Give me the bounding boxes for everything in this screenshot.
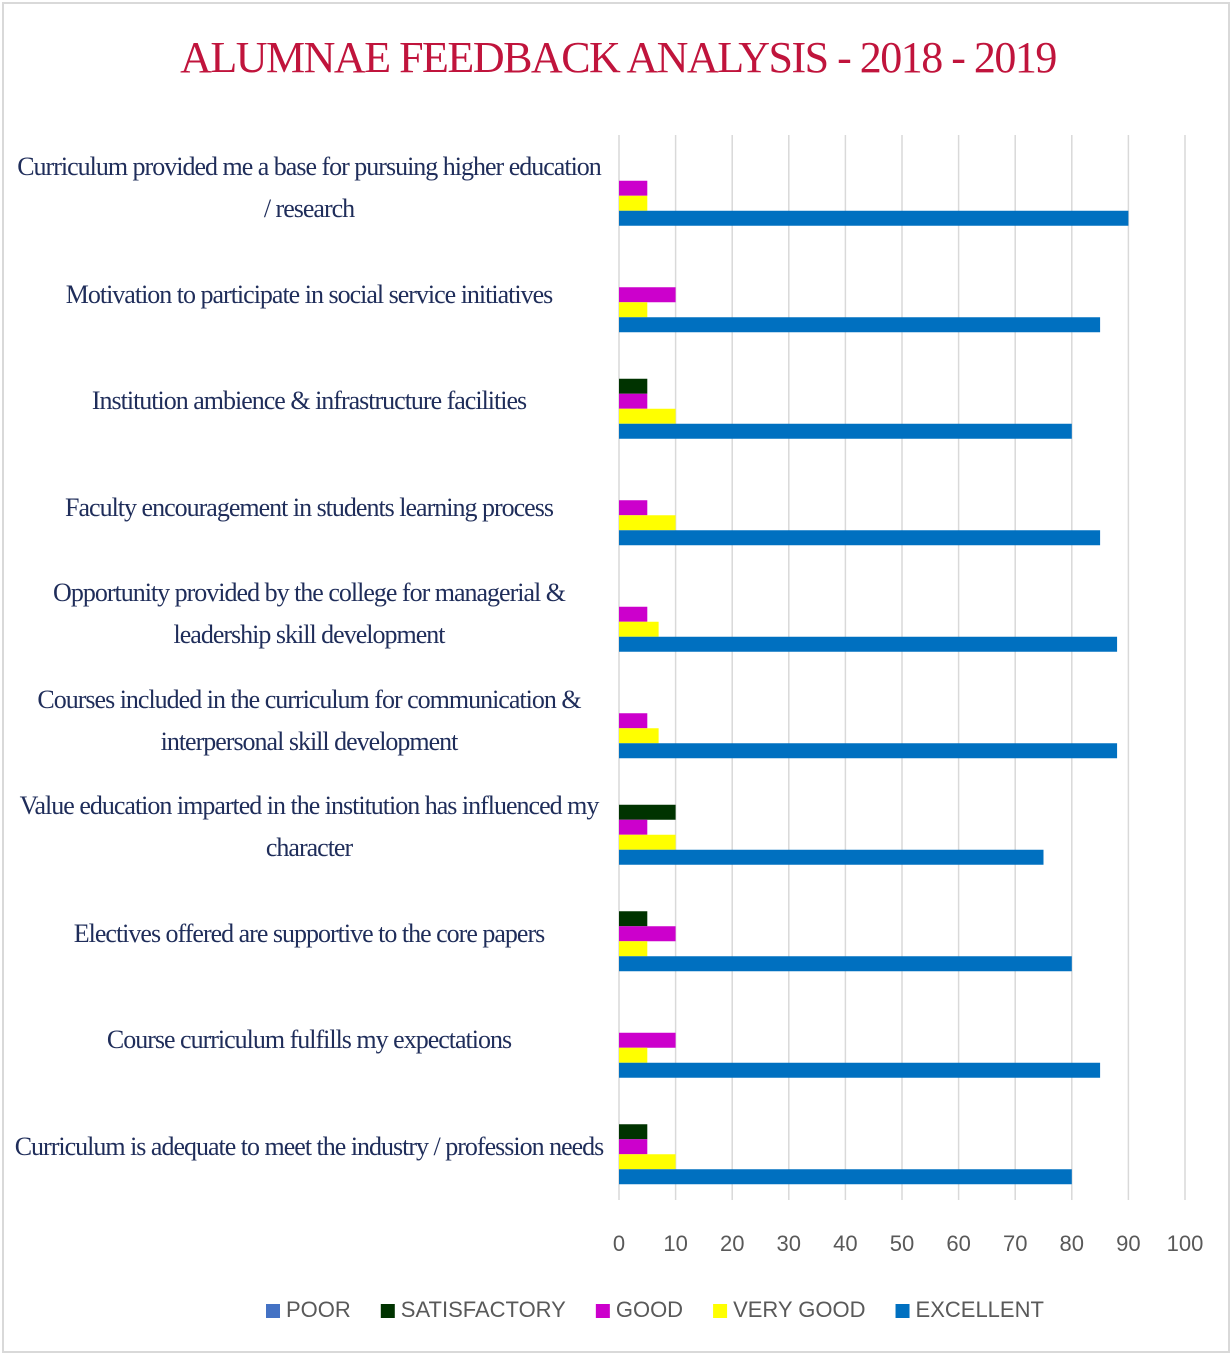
category-label: Curriculum is adequate to meet the indus… xyxy=(14,1131,605,1161)
bar xyxy=(619,606,648,622)
x-tick-label: 80 xyxy=(1060,1231,1084,1256)
bar xyxy=(619,210,1129,226)
bar xyxy=(619,408,676,424)
bar xyxy=(619,317,1101,333)
bar xyxy=(619,530,1101,546)
bar xyxy=(619,941,648,957)
bar xyxy=(619,515,676,531)
bar xyxy=(619,378,648,394)
category-label: Course curriculum fulfills my expectatio… xyxy=(106,1025,512,1055)
bar xyxy=(619,911,648,927)
category-label: Institution ambience & infrastructure fa… xyxy=(91,386,527,416)
bar xyxy=(619,713,648,729)
category-label: Curriculum provided me a base for pursui… xyxy=(17,152,602,224)
bar xyxy=(619,1062,1101,1078)
bar xyxy=(619,287,676,303)
category-label: Courses included in the curriculum for c… xyxy=(37,684,581,756)
bar xyxy=(619,819,648,835)
bar xyxy=(619,834,676,850)
category-label: Value education imparted in the institut… xyxy=(19,791,600,863)
category-label: Opportunity provided by the college for … xyxy=(53,578,566,650)
bar xyxy=(619,728,659,744)
bar xyxy=(619,180,648,196)
bar xyxy=(619,500,648,516)
x-tick-label: 70 xyxy=(1003,1231,1027,1256)
legend-label: EXCELLENT xyxy=(916,1297,1044,1322)
legend-swatch xyxy=(380,1304,395,1318)
x-tick-label: 20 xyxy=(720,1231,744,1256)
bar xyxy=(619,195,648,211)
bar xyxy=(619,926,676,942)
x-tick-label: 10 xyxy=(663,1231,687,1256)
legend-label: GOOD xyxy=(616,1297,683,1322)
bar xyxy=(619,1154,676,1170)
x-tick-label: 100 xyxy=(1167,1231,1204,1256)
bar xyxy=(619,423,1072,439)
legend-swatch xyxy=(713,1304,728,1318)
bar xyxy=(619,1169,1072,1185)
legend-label: SATISFACTORY xyxy=(401,1297,566,1322)
x-tick-label: 40 xyxy=(833,1231,857,1256)
bar xyxy=(619,849,1044,865)
legend-swatch xyxy=(266,1304,280,1318)
x-tick-label: 30 xyxy=(777,1231,801,1256)
legend-swatch xyxy=(895,1304,910,1318)
bar xyxy=(619,1032,676,1048)
bar xyxy=(619,393,648,409)
bar xyxy=(619,1124,648,1140)
bar xyxy=(619,956,1072,972)
legend-label: POOR xyxy=(286,1297,351,1322)
legend-label: VERY GOOD xyxy=(733,1297,865,1322)
x-tick-label: 90 xyxy=(1116,1231,1140,1256)
category-label: Electives offered are supportive to the … xyxy=(73,918,545,948)
bar xyxy=(619,1047,648,1063)
bar xyxy=(619,1139,648,1155)
bar xyxy=(619,302,648,318)
x-tick-label: 0 xyxy=(613,1231,625,1256)
x-tick-label: 60 xyxy=(946,1231,970,1256)
category-label: Faculty encouragement in students learni… xyxy=(65,492,554,522)
legend-swatch xyxy=(595,1304,610,1318)
category-label: Motivation to participate in social serv… xyxy=(65,279,554,309)
bar xyxy=(619,636,1118,652)
x-tick-label: 50 xyxy=(890,1231,914,1256)
bar xyxy=(619,804,676,820)
chart-title: ALUMNAE FEEDBACK ANALYSIS - 2018 - 2019 xyxy=(180,33,1056,82)
bar xyxy=(619,621,659,637)
bar xyxy=(619,743,1118,759)
